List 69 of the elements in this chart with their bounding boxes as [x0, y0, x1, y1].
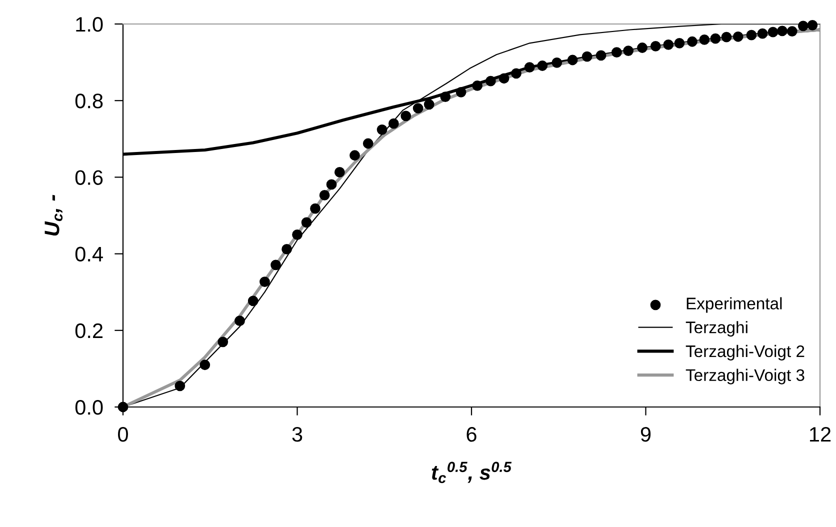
point	[582, 51, 592, 62]
point	[326, 179, 337, 190]
legend-label: Terzaghi-Voigt 3	[686, 368, 804, 384]
x-tick-label: 6	[466, 426, 476, 442]
y-tick-label: 0.2	[75, 323, 103, 338]
point	[699, 34, 710, 45]
point	[710, 33, 721, 44]
point	[218, 336, 228, 348]
point	[350, 150, 360, 161]
y-tick-label: 1.0	[76, 17, 103, 32]
point	[663, 39, 674, 50]
y-tick-label: 0.8	[75, 94, 103, 108]
x-tick-label: 9	[640, 426, 651, 442]
point	[567, 54, 578, 66]
point	[637, 42, 648, 53]
point	[424, 99, 434, 110]
legend-label: Experimental	[686, 297, 782, 313]
point	[623, 46, 634, 56]
x-tick-label: 12	[810, 426, 831, 442]
point	[270, 260, 281, 270]
point	[248, 296, 258, 306]
y-axis-title: U$_{c}$, -	[44, 194, 63, 236]
point	[746, 30, 757, 40]
point	[498, 73, 510, 84]
point	[807, 20, 818, 30]
legend-label: Terzaghi-Voigt 2	[686, 344, 804, 360]
point	[440, 92, 451, 102]
point	[757, 28, 768, 39]
point	[234, 316, 245, 326]
point	[400, 110, 412, 122]
point	[282, 244, 292, 254]
point	[362, 138, 374, 149]
point	[292, 229, 302, 240]
point	[786, 26, 798, 36]
point	[552, 57, 562, 68]
point	[174, 380, 186, 392]
point	[732, 31, 744, 42]
x-tick-label: 0	[118, 426, 128, 442]
point	[260, 276, 270, 287]
x-axis-title: t$_{c}$$^{0.5}$, s$^{0.5}$	[432, 462, 512, 484]
point	[612, 47, 622, 58]
point	[777, 26, 788, 36]
point	[472, 80, 483, 91]
x-tick-label: 3	[292, 426, 302, 442]
point	[674, 38, 685, 48]
y-tick-label: 0.0	[75, 400, 103, 415]
point	[319, 190, 330, 200]
point	[721, 32, 732, 42]
point	[310, 203, 320, 214]
point	[687, 36, 698, 47]
point	[485, 76, 496, 86]
y-tick-label: 0.6	[75, 170, 103, 185]
point	[376, 124, 388, 135]
legend-label: Terzaghi	[686, 321, 748, 337]
point	[388, 118, 399, 129]
point	[768, 26, 778, 38]
point	[301, 217, 312, 228]
point	[798, 20, 808, 32]
point	[524, 62, 535, 72]
point	[537, 60, 548, 71]
point	[650, 41, 661, 52]
y-tick-label: 0.4	[75, 246, 103, 262]
point	[412, 103, 424, 114]
point	[334, 167, 345, 178]
point	[200, 360, 210, 370]
point	[118, 402, 128, 412]
point	[456, 86, 466, 98]
point	[511, 68, 522, 79]
point	[596, 50, 606, 61]
